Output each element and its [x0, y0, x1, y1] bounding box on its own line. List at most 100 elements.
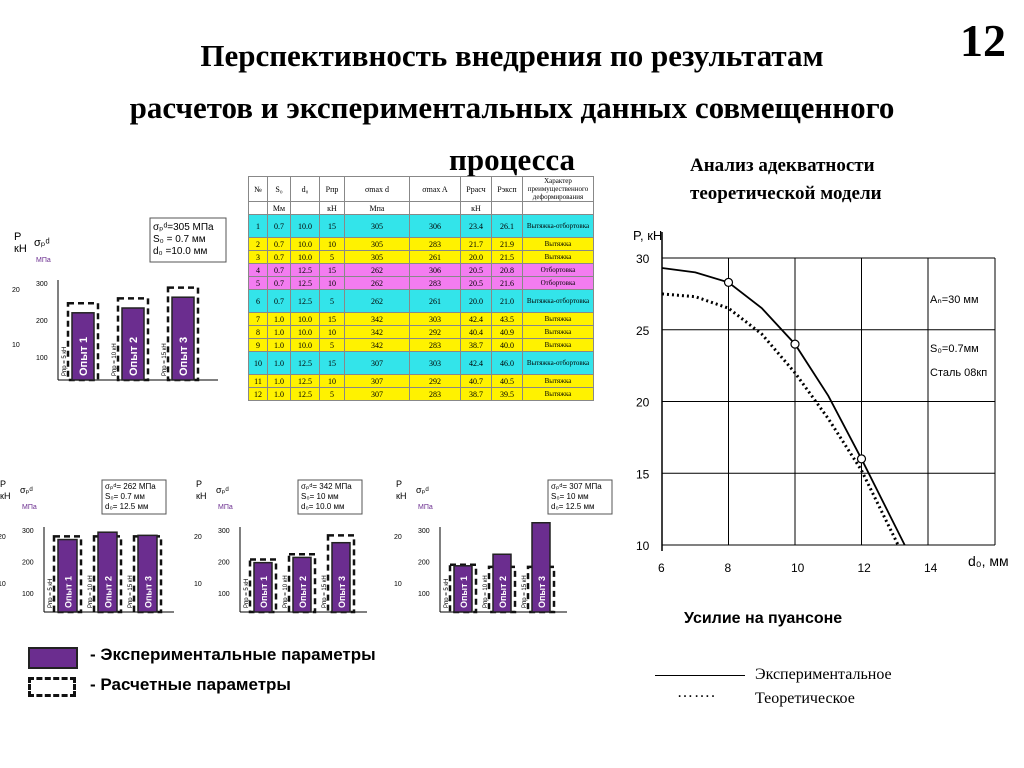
- table-row: 1 0.7 10.0 15 305 306 23.4 26.1 Вытяжка-отбортов…: [248, 214, 594, 238]
- page-number: 12: [960, 15, 1006, 66]
- x-tick-label: 8: [725, 561, 732, 575]
- p-tick-label: 10: [194, 581, 202, 588]
- experimental-bar: [57, 538, 78, 613]
- legend-theoretical-label: Теоретическое: [755, 690, 855, 707]
- bar-name-label: Опыт 3: [178, 337, 190, 376]
- p-tick-label: 10: [0, 581, 6, 588]
- y-axis-title: P, кН: [633, 228, 662, 243]
- s-tick-label: 100: [36, 355, 48, 362]
- axis-label: Р: [196, 479, 202, 489]
- axis-label: Р: [396, 479, 402, 489]
- table-row: 2 0.7 10.0 10 305 283 21.7 21.9 Вытяжка: [248, 237, 594, 251]
- series-marker: [723, 277, 734, 287]
- experimental-bar: [137, 534, 158, 613]
- title-line-2: расчетов и экспериментальных данных совм…: [129, 90, 895, 125]
- table-cell: Вытяжка-отбортовка: [522, 351, 594, 375]
- table-row: 12 1.0 12.5 5 307 283 38.7 39.5 Вытяжка: [248, 387, 594, 401]
- legend-experimental: Экспериментальное: [655, 664, 945, 686]
- s-tick-label: 200: [36, 318, 48, 325]
- unit-cell: [522, 201, 594, 215]
- axis-label: Р: [14, 231, 21, 243]
- unit-cell: [409, 201, 461, 215]
- col-header: Pрасч: [460, 176, 492, 202]
- table-row: 9 1.0 10.0 5 342 283 38.7 40.0 Вытяжка: [248, 338, 594, 352]
- s-tick-label: 100: [22, 591, 34, 598]
- p-tick-label: 10: [394, 581, 402, 588]
- calculated-bar: [116, 297, 150, 382]
- bar-pressure-label: Pпр = 15 кН: [128, 575, 134, 608]
- experimental-bar: [453, 565, 473, 613]
- s-tick-label: 200: [218, 559, 230, 566]
- table-cell: 12.5: [290, 289, 320, 313]
- table-cell: 0.7: [267, 214, 291, 238]
- experimental-bar: [492, 553, 512, 613]
- series-line-2: [661, 292, 900, 546]
- experimental-bar: [292, 556, 312, 613]
- bar-chart-3: РкН σₚᵈ МПа 20 10 300 200 100 Опыт 1 Pпр = 5 кН Оп…: [194, 479, 367, 614]
- y-tick-label: 30: [636, 252, 650, 266]
- col-header: Характер преимущественного деформировани…: [522, 176, 594, 202]
- table-cell: Вытяжка: [522, 387, 594, 401]
- s-tick-label: 300: [22, 528, 34, 535]
- y-tick-label: 25: [636, 324, 650, 338]
- bar-pressure-label: Pпр = 5 кН: [244, 579, 250, 608]
- annotation: S₀=0.7мм: [930, 343, 979, 355]
- s-tick-label: 100: [418, 591, 430, 598]
- bar-pressure-label: Pпр = 15 кН: [522, 575, 528, 608]
- axis-label: σₚᵈ: [34, 237, 50, 249]
- experimental-bar: [97, 531, 118, 613]
- calculated-bar: [448, 563, 478, 614]
- line-chart-plot: 6 8 10 12 14 10 15 20 25 30 P, кН d₀, мм Aₙ=30 мм S₀=…: [633, 228, 1009, 575]
- title-line-1: Перспективность внедрения по результатам: [200, 38, 824, 73]
- bar-pressure-label: Pпр = 10 кН: [483, 575, 489, 608]
- experimental-bar: [253, 561, 273, 613]
- axis-label: МПа: [418, 504, 433, 511]
- table-cell: 38.7: [460, 387, 492, 401]
- table-row: 7 1.0 10.0 15 342 303 42.4 43.5 Вытяжка: [248, 312, 594, 326]
- bar-name-label: Опыт 2: [128, 337, 140, 376]
- legend-calc-label: - Расчетные параметры: [90, 675, 291, 694]
- annotation: Сталь 08кп: [930, 367, 987, 379]
- bar-name-label: Опыт 1: [78, 337, 90, 376]
- table-row: 10 1.0 12.5 15 307 303 42.4 46.0 Вытяжка-отборто…: [248, 351, 594, 375]
- axis-label: кН: [196, 491, 206, 501]
- bar-pressure-label: Pпр = 15 кН: [322, 575, 328, 608]
- effort-label: Усилие на пуансоне: [684, 610, 843, 627]
- info-line: d₀= 12.5 мм: [105, 502, 148, 511]
- p-tick-label: 20: [194, 534, 202, 541]
- table-cell: 1.0: [267, 351, 291, 375]
- p-tick-label: 20: [12, 287, 20, 294]
- p-tick-label: 10: [12, 342, 20, 349]
- table-body: 1 0.7 10.0 15 305 306 23.4 26.1 Вытяжка-отбортов…: [248, 214, 594, 401]
- table-cell: 0.7: [267, 289, 291, 313]
- s-tick-label: 300: [36, 281, 48, 288]
- p-tick-label: 20: [0, 534, 6, 541]
- experimental-bar: [171, 296, 195, 381]
- y-tick-label: 15: [636, 467, 650, 481]
- bar-name-label: Опыт 1: [64, 576, 74, 608]
- line-legend: Экспериментальное ……. Теоретическое: [655, 664, 945, 714]
- y-tick-label: 10: [636, 539, 650, 553]
- bar-chart-2: РкН σₚᵈ МПа 20 10 300 200 100 Опыт 1 Pпр = 5 кН Оп…: [0, 479, 174, 614]
- bar-name-label: Опыт 2: [298, 576, 308, 608]
- s-tick-label: 200: [418, 559, 430, 566]
- axis-label: σₚᵈ: [20, 485, 33, 495]
- table-row: 11 1.0 12.5 10 307 292 40.7 40.5 Вытяжка: [248, 374, 594, 388]
- info-line: S₀ = 0.7 мм: [153, 234, 206, 245]
- col-header: σmax d: [344, 176, 410, 202]
- info-line: σₚᵈ=305 МПа: [153, 222, 214, 233]
- table-cell: 307: [344, 351, 410, 375]
- table-row: 6 0.7 12.5 5 262 261 20.0 21.0 Вытяжка-отбортовк…: [248, 289, 594, 313]
- s-tick-label: 300: [418, 528, 430, 535]
- info-line: σₚᵈ= 307 МПа: [551, 482, 602, 491]
- series-line-1: [661, 267, 906, 546]
- x-tick-label: 14: [924, 561, 938, 575]
- bar-pressure-label: Pпр = 10 кН: [283, 575, 289, 608]
- bar-name-label: Опыт 3: [337, 576, 347, 608]
- axis-label: кН: [14, 243, 27, 255]
- info-box: [547, 479, 613, 515]
- slide-title: Перспективность внедрения по результатам…: [0, 30, 1024, 186]
- info-line: d₀= 12.5 мм: [551, 502, 594, 511]
- x-tick-label: 6: [658, 561, 665, 575]
